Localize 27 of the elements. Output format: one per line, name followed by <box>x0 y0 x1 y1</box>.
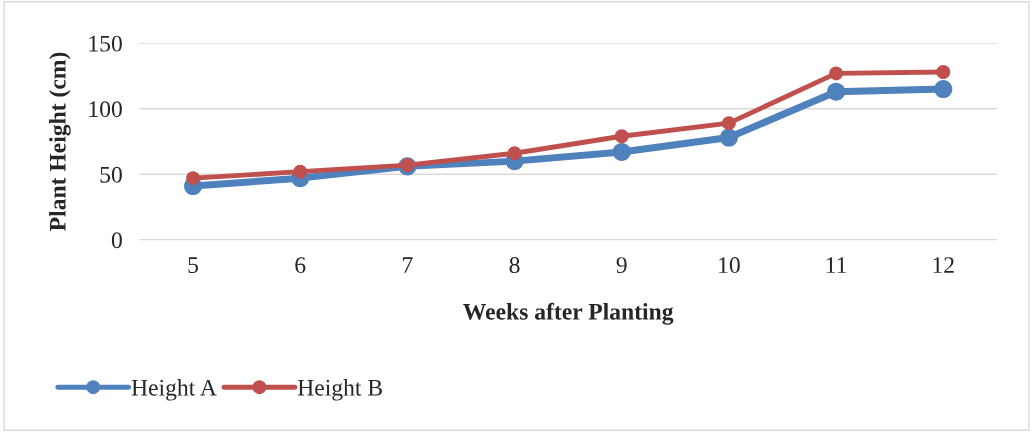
x-tick-label: 10 <box>719 257 740 274</box>
point <box>614 129 629 144</box>
point <box>721 116 736 131</box>
legend-label: Height A <box>131 379 217 401</box>
point <box>829 66 844 81</box>
y-tick-label: 150 <box>89 35 122 52</box>
point <box>612 142 631 161</box>
point <box>719 128 738 147</box>
point <box>934 80 953 99</box>
point <box>936 65 951 79</box>
point <box>186 171 200 186</box>
point <box>293 164 308 179</box>
point <box>507 146 522 161</box>
x-tick-label: 11 <box>826 257 847 273</box>
x-tick-label: 9 <box>616 257 627 274</box>
y-tick-label: 50 <box>100 166 122 183</box>
y-axis-title: Plant Height (cm) <box>49 52 71 231</box>
legend-label: Height B <box>297 379 382 401</box>
point <box>827 82 846 101</box>
x-tick-label: 5 <box>188 257 199 274</box>
x-tick-label: 12 <box>933 257 954 273</box>
y-tick-label: 0 <box>111 232 122 249</box>
x-tick-label: 8 <box>509 257 520 274</box>
y-tick-label: 100 <box>89 101 122 118</box>
x-tick-label: 7 <box>403 257 413 273</box>
x-tick-label: 6 <box>295 257 306 274</box>
x-axis-title: Weeks after Planting <box>463 302 674 325</box>
